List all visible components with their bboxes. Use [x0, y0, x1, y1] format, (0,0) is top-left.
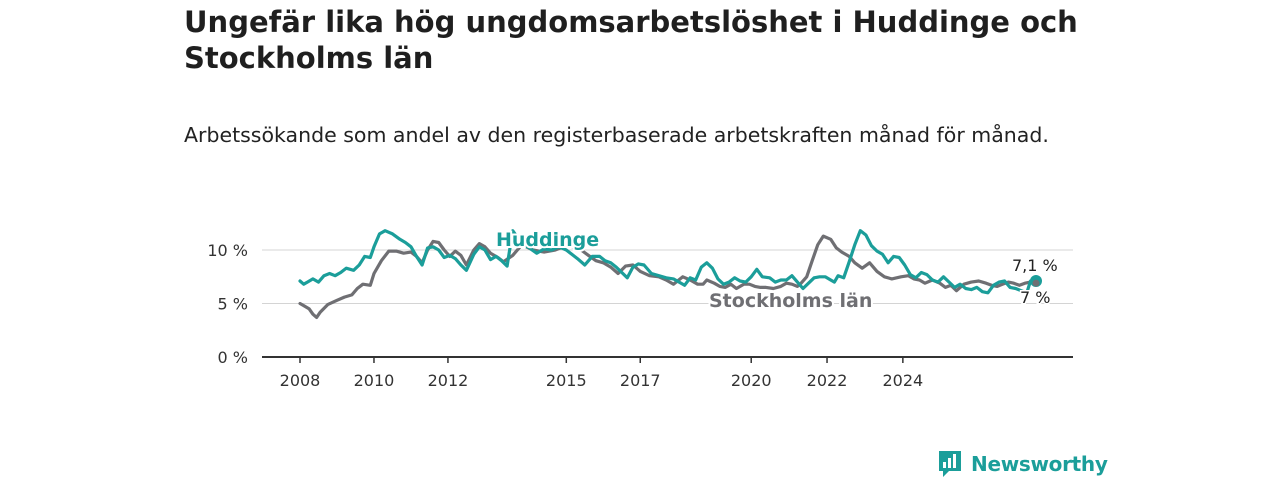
- newsworthy-chart-icon: [939, 451, 961, 477]
- x-tick-label: 2008: [280, 371, 321, 390]
- series-name-label-huddinge: Huddinge: [496, 229, 599, 251]
- x-tick-label: 2012: [428, 371, 469, 390]
- x-tick-label: 2017: [620, 371, 661, 390]
- y-tick-label: 10 %: [207, 241, 248, 260]
- series-lines: [298, 229, 1038, 319]
- x-tick-label: 2010: [354, 371, 395, 390]
- series-name-label-stockholms-lan: Stockholms län: [709, 290, 872, 312]
- chart-title: Ungefär lika hög ungdomsarbetslöshet i H…: [184, 5, 1078, 75]
- x-axis: 2008 2010 2012 2015 2017 2020 2022 2024: [280, 357, 923, 390]
- end-value-label-huddinge: 7,1 %: [1012, 256, 1058, 275]
- end-marker-stockholms-lan: [1032, 279, 1040, 287]
- logo-text: Newsworthy: [971, 452, 1108, 476]
- x-tick-label: 2024: [882, 371, 923, 390]
- series-labels: Huddinge Stockholms län 7,1 % 7 %: [494, 227, 1059, 314]
- series-line-huddinge: [298, 229, 1038, 295]
- x-tick-label: 2022: [807, 371, 848, 390]
- x-tick-label: 2015: [546, 371, 587, 390]
- newsworthy-logo: Newsworthy: [937, 449, 1108, 479]
- chart-subtitle: Arbetssökande som andel av den registerb…: [184, 123, 1049, 147]
- y-tick-label: 0 %: [218, 348, 248, 367]
- y-tick-label: 5 %: [218, 295, 248, 314]
- x-tick-label: 2020: [731, 371, 772, 390]
- end-value-label-stockholms-lan: 7 %: [1020, 288, 1050, 307]
- grid-lines: 0 % 5 % 10 %: [207, 241, 1073, 367]
